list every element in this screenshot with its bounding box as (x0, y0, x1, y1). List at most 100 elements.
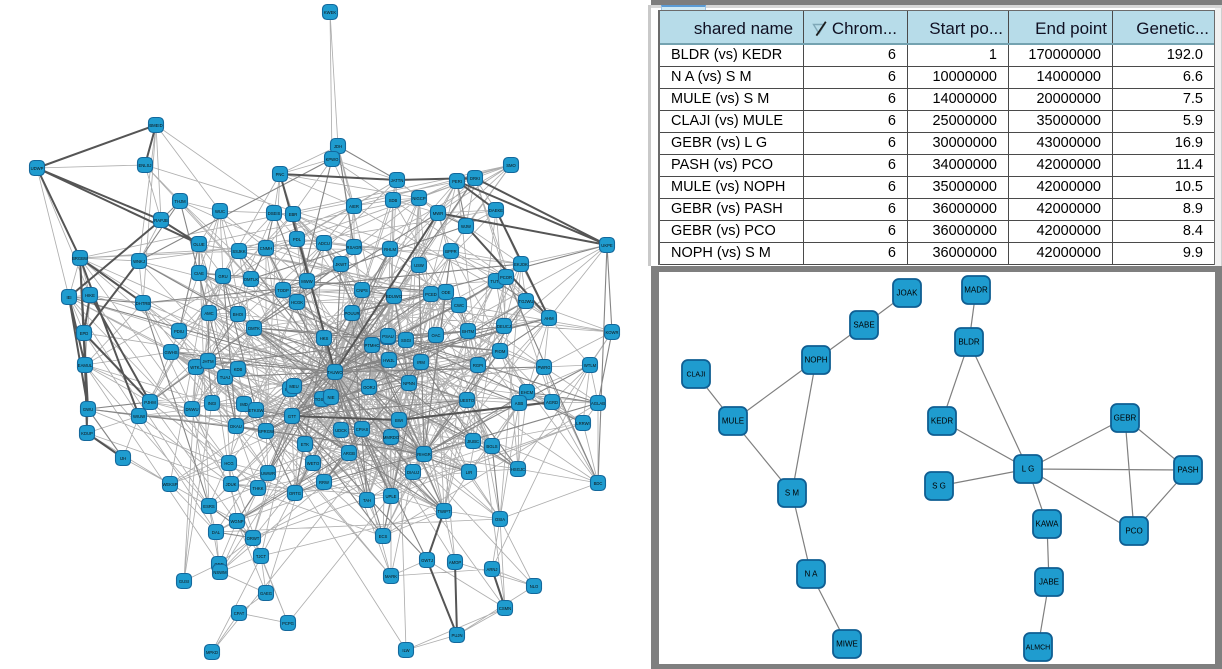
svg-text:CWC: CWC (454, 303, 464, 308)
svg-text:AIER: AIER (349, 204, 359, 209)
svg-text:BDUWO: BDUWO (386, 294, 403, 299)
svg-text:ARNJ: ARNJ (487, 567, 498, 572)
svg-text:INGI: INGI (208, 401, 217, 406)
svg-text:BPPR: BPPR (445, 249, 456, 254)
svg-text:TAH: TAH (363, 498, 371, 503)
svg-text:UDCK: UDCK (335, 428, 347, 433)
svg-text:PCOR: PCOR (500, 275, 512, 280)
svg-text:WIUW: WIUW (133, 414, 145, 419)
svg-text:TUAJ: TUAJ (220, 375, 230, 380)
svg-text:CLAJI: CLAJI (686, 371, 705, 378)
svg-text:NLO: NLO (530, 584, 539, 589)
svg-text:RIHGR: RIHGR (417, 452, 431, 457)
svg-text:HCG: HCG (224, 461, 233, 466)
svg-text:GEBR: GEBR (1114, 413, 1137, 422)
svg-text:PERI: PERI (452, 179, 462, 184)
svg-text:HWJL: HWJL (383, 358, 395, 363)
svg-text:HCGK: HCGK (291, 300, 303, 305)
svg-text:ETK: ETK (301, 442, 309, 447)
svg-text:UDWP: UDWP (31, 166, 44, 171)
svg-text:WTLM: WTLM (584, 363, 597, 368)
svg-text:IRM: IRM (417, 360, 425, 365)
svg-text:UESTO: UESTO (460, 398, 475, 403)
svg-text:EHCM: EHCM (521, 390, 534, 395)
svg-text:DRKI: DRKI (470, 176, 480, 181)
svg-text:PJHM: PJHM (144, 400, 156, 405)
svg-text:ENLSJ: ENLSJ (138, 163, 151, 168)
svg-text:MADR: MADR (964, 285, 988, 294)
svg-text:EBR: EBR (289, 212, 298, 217)
svg-text:UKPE: UKPE (601, 243, 613, 248)
svg-text:DSEIS: DSEIS (268, 211, 281, 216)
svg-text:ALMCH: ALMCH (1026, 644, 1051, 651)
svg-text:GWHS: GWHS (164, 350, 177, 355)
svg-text:MWW: MWW (301, 279, 312, 284)
svg-text:NPNN: NPNN (403, 381, 415, 386)
svg-text:OMTLK: OMTLK (244, 277, 259, 282)
svg-text:RAPJB: RAPJB (154, 218, 168, 223)
svg-text:GRU: GRU (218, 274, 227, 279)
svg-text:BHTM: BHTM (462, 329, 474, 334)
svg-text:GUSI: GUSI (179, 579, 189, 584)
svg-text:KDUP: KDUP (81, 431, 93, 436)
svg-text:RSAGR: RSAGR (347, 245, 362, 250)
svg-text:OORJ: OORJ (363, 385, 375, 390)
svg-text:MMRDO: MMRDO (383, 435, 400, 440)
svg-text:MPKD: MPKD (206, 650, 218, 655)
svg-text:RRW: RRW (319, 480, 329, 485)
svg-text:THKK: THKK (252, 486, 263, 491)
svg-text:JKWT: JKWT (335, 262, 347, 267)
svg-text:DKAU: DKAU (230, 424, 242, 429)
svg-text:AMOP: AMOP (449, 560, 462, 565)
svg-text:KAWA: KAWA (1036, 519, 1060, 528)
svg-text:BMEID: BMEID (149, 123, 162, 128)
svg-text:PNC: PNC (276, 172, 285, 177)
svg-text:TOSMT: TOSMT (315, 397, 330, 402)
svg-text:MIWE: MIWE (836, 639, 858, 648)
svg-text:GAEG: GAEG (260, 591, 272, 596)
svg-text:BWI: BWI (395, 418, 403, 423)
svg-text:TAUWO: TAUWO (327, 370, 343, 375)
svg-text:MEU: MEU (289, 384, 298, 389)
svg-text:ASB: ASB (515, 401, 524, 406)
svg-text:L G: L G (1022, 464, 1035, 473)
svg-text:LRRWI: LRRWI (576, 421, 589, 426)
svg-text:SMO: SMO (506, 163, 516, 168)
svg-text:GTT: GTT (288, 414, 297, 419)
svg-text:BLDR: BLDR (958, 337, 980, 346)
svg-text:RHLM: RHLM (384, 247, 396, 252)
svg-text:USW: USW (414, 263, 424, 268)
svg-text:MWR: MWR (433, 211, 443, 216)
svg-text:PIOM: PIOM (495, 349, 506, 354)
svg-text:ETKSW: ETKSW (249, 408, 264, 413)
svg-text:WNKJ: WNKJ (133, 259, 145, 264)
svg-text:DMTK: DMTK (248, 326, 260, 331)
svg-text:UPLE: UPLE (386, 494, 397, 499)
svg-text:TUTC: TUTC (490, 279, 501, 284)
svg-text:OAC: OAC (431, 333, 440, 338)
svg-text:UWWR: UWWR (261, 471, 275, 476)
svg-text:DIAUJ: DIAUJ (407, 470, 419, 475)
svg-text:OSIA: OSIA (495, 517, 505, 522)
svg-text:PASH: PASH (1177, 465, 1198, 474)
svg-text:JDH: JDH (334, 144, 342, 149)
svg-text:SPRGW: SPRGW (258, 429, 274, 434)
svg-text:SSGI: SSGI (401, 338, 411, 343)
svg-text:EAMUL: EAMUL (78, 363, 93, 368)
svg-text:DNWU: DNWU (185, 407, 198, 412)
svg-text:N A: N A (805, 569, 819, 578)
svg-text:KDB: KDB (234, 367, 243, 372)
svg-text:EKJOK: EKJOK (514, 262, 528, 267)
svg-text:WJW: WJW (461, 224, 471, 229)
svg-text:S G: S G (932, 481, 946, 490)
svg-text:TJCT: TJCT (256, 554, 267, 559)
svg-text:TGJWU: TGJWU (519, 299, 534, 304)
svg-text:AMC: AMC (204, 311, 213, 316)
svg-text:DAEKE: DAEKE (489, 208, 503, 213)
svg-text:S M: S M (785, 488, 800, 497)
svg-text:CSMN: CSMN (499, 606, 511, 611)
svg-text:KOWR: KOWR (605, 330, 618, 335)
svg-text:HIKE: HIKE (85, 293, 95, 298)
svg-text:BDC: BDC (594, 481, 603, 486)
svg-text:CPAT: CPAT (234, 611, 245, 616)
